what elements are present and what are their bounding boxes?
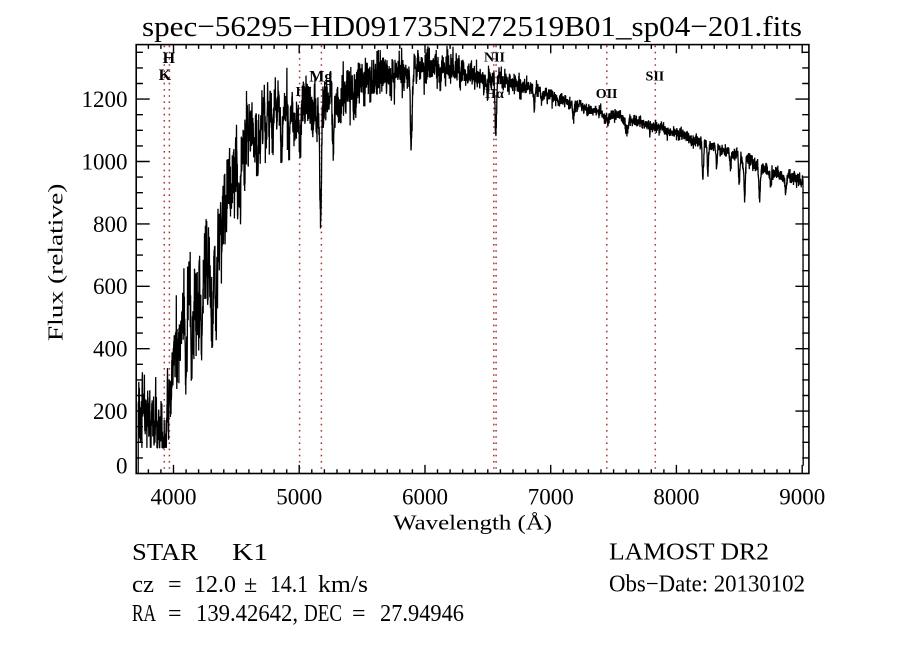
svg-text:139.42642,: 139.42642, [196,601,298,627]
svg-text:27.94946: 27.94946 [380,601,464,627]
svg-text:Obs−Date: 20130102: Obs−Date: 20130102 [609,572,805,598]
svg-text:Wavelength (Å): Wavelength (Å) [393,511,552,535]
svg-text:6000: 6000 [402,485,448,510]
svg-text:RA: RA [132,601,156,627]
svg-text:III: III [295,85,311,100]
svg-text:OII: OII [596,87,618,102]
svg-text:=: = [168,572,182,598]
svg-text:200: 200 [93,399,128,424]
svg-text:9000: 9000 [779,485,825,510]
svg-text:K: K [159,67,172,84]
svg-text:1000: 1000 [82,149,128,174]
svg-text:SII: SII [646,70,665,85]
svg-text:1200: 1200 [82,87,128,112]
svg-text:LAMOST DR2: LAMOST DR2 [609,540,769,566]
svg-text:STAR: STAR [132,540,198,566]
svg-text:DEC: DEC [304,601,342,627]
svg-text:4000: 4000 [151,485,197,510]
svg-text:=: = [352,601,366,627]
svg-text:5000: 5000 [276,485,322,510]
svg-text:K1: K1 [232,540,268,566]
svg-text:NII: NII [484,51,505,66]
svg-text:400: 400 [93,337,128,362]
svg-text:Flux (relative): Flux (relative) [44,184,68,342]
svg-text:14.1: 14.1 [270,572,308,598]
svg-text:600: 600 [93,274,128,299]
svg-text:±: ± [244,572,257,598]
svg-text:H: H [163,50,176,67]
svg-text:Mg: Mg [309,68,332,85]
svg-text:spec−56295−HD091735N272519B01_: spec−56295−HD091735N272519B01_sp04−201.f… [142,11,802,43]
svg-text:km/s: km/s [318,572,368,598]
svg-text:cz: cz [132,572,154,598]
svg-text:8000: 8000 [653,485,699,510]
svg-text:0: 0 [116,453,128,478]
svg-text:=: = [168,601,182,627]
svg-text:800: 800 [93,212,128,237]
svg-text:12.0: 12.0 [194,572,236,598]
svg-text:Hα: Hα [485,87,504,102]
svg-text:7000: 7000 [528,485,574,510]
